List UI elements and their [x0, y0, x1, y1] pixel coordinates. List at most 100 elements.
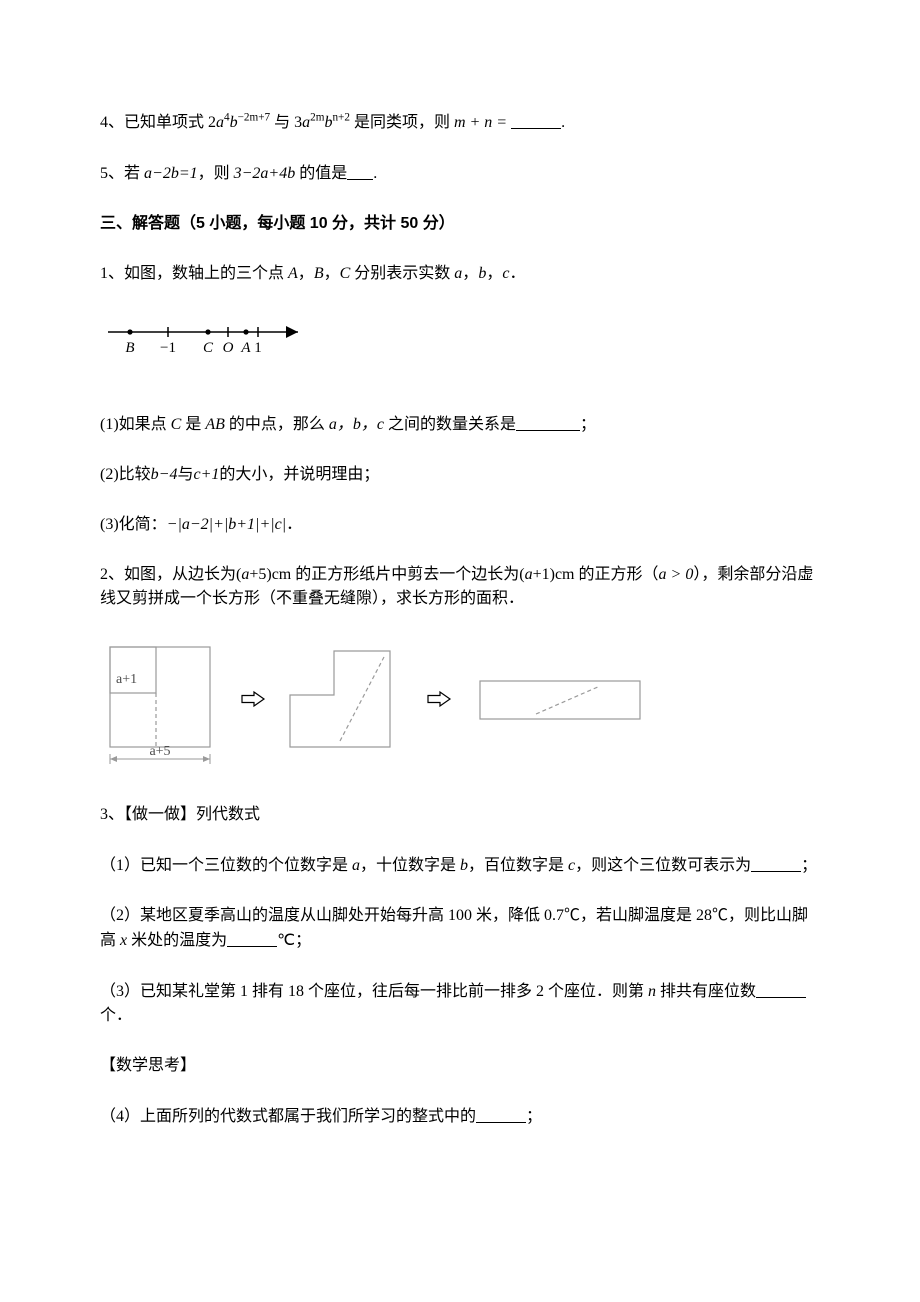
- problem-1-sub2: (2)比较b−4与c+1的大小，并说明理由；: [100, 463, 820, 487]
- question-5: 5、若 a−2b=1，则 3−2a+4b 的值是.: [100, 161, 820, 186]
- p3s1-m1: ，十位数字是: [360, 857, 460, 874]
- p1s3-tail: ．: [286, 516, 302, 533]
- p1s2-e1: b−4: [151, 466, 178, 483]
- p1-m4: ，: [462, 265, 478, 282]
- problem-1-sub1: (1)如果点 C 是 AB 的中点，那么 a，b，c 之间的数量关系是；: [100, 412, 820, 437]
- q4-tail: .: [561, 114, 565, 131]
- p3s3-n: n: [648, 983, 656, 1000]
- q5-after: 的值是: [295, 165, 347, 182]
- problem-3-sub4: （4）上面所列的代数式都属于我们所学习的整式中的 ；: [100, 1104, 820, 1129]
- q5-expr2: 3−2a+4b: [234, 165, 296, 182]
- svg-text:1: 1: [254, 340, 262, 356]
- p2-prefix: 2、如图，从边长为: [100, 566, 236, 583]
- number-line-svg: −1 O 1 B C A: [100, 312, 310, 372]
- p1-m2: ，: [324, 265, 340, 282]
- q5-blank: [347, 163, 373, 180]
- q4-t1-b-exp: −2m+7: [238, 112, 271, 124]
- p1-m3: 分别表示实数: [350, 265, 454, 282]
- q4-prefix: 4、已知单项式: [100, 114, 204, 131]
- p1-m1: ，: [298, 265, 314, 282]
- p3s4-blank: [476, 1106, 526, 1123]
- p1s2-prefix: (2)比较: [100, 466, 151, 483]
- p1s1-c: C: [171, 416, 182, 433]
- p2-l2a: a: [525, 566, 533, 583]
- p1s3-expr: −|a−2|+|b+1|+|c|: [167, 516, 286, 533]
- p2-l2r: +1): [533, 566, 555, 583]
- squares-svg: a+1 a+5: [100, 637, 660, 767]
- p3s2-after: 米处的温度为: [127, 932, 227, 949]
- q4-term2: 3a2mbn+2: [294, 114, 354, 131]
- p1-tail: ．: [509, 265, 525, 282]
- p3s3-blank: [756, 981, 806, 998]
- p1-A: A: [288, 265, 298, 282]
- problem-3-think: 【数学思考】: [100, 1054, 820, 1078]
- problem-2-stem: 2、如图，从边长为(a+5)cm 的正方形纸片中剪去一个边长为(a+1)cm 的…: [100, 563, 820, 611]
- problem-1-stem: 1、如图，数轴上的三个点 A，B，C 分别表示实数 a，b，c．: [100, 262, 820, 286]
- q5-tail: .: [373, 165, 377, 182]
- svg-text:a+5: a+5: [149, 744, 170, 759]
- p3s3-tail: 个．: [100, 1007, 132, 1024]
- svg-text:O: O: [223, 340, 234, 356]
- p1-prefix: 1、如图，数轴上的三个点: [100, 265, 288, 282]
- p1s1-prefix: (1)如果点: [100, 416, 171, 433]
- svg-text:B: B: [125, 340, 134, 356]
- problem-3-sub1: （1）已知一个三位数的个位数字是 a，十位数字是 b，百位数字是 c，则这个三位…: [100, 853, 820, 878]
- svg-text:A: A: [240, 340, 251, 356]
- p1s1-abc: a，b，c: [329, 416, 384, 433]
- p3s1-m2: ，百位数字是: [468, 857, 568, 874]
- p2-u1: cm: [272, 566, 292, 583]
- svg-text:C: C: [203, 340, 214, 356]
- problem-1-sub3: (3)化简：−|a−2|+|b+1|+|c|．: [100, 513, 820, 537]
- p1s1-m1: 是: [181, 416, 205, 433]
- p1-C: C: [340, 265, 351, 282]
- q4-t1-coef: 2: [208, 114, 216, 131]
- p3s1-a: a: [352, 857, 360, 874]
- problem-3-head: 3、【做一做】列代数式: [100, 803, 820, 827]
- p3s2-unit: ℃；: [277, 932, 311, 949]
- p3s3-prefix: （3）已知某礼堂第 1 排有 18 个座位，往后每一排比前一排多 2 个座位．则…: [100, 983, 648, 1000]
- q4-mid: 与: [274, 114, 290, 131]
- q5-mid: ，则: [198, 165, 234, 182]
- p1-m5: ，: [486, 265, 502, 282]
- p1s1-blank: [516, 414, 580, 431]
- question-4: 4、已知单项式 2a4b−2m+7 与 3a2mbn+2 是同类项，则 m + …: [100, 110, 820, 135]
- q4-mn-expr: m + n =: [454, 114, 507, 131]
- p3s3-after: 排共有座位数: [656, 983, 756, 1000]
- p2-m1: 的正方形纸片中剪去一个边长为: [291, 566, 519, 583]
- section-3-header: 三、解答题（5 小题，每小题 10 分，共计 50 分）: [100, 212, 820, 236]
- p3s1-b: b: [460, 857, 468, 874]
- p1s1-m2: 的中点，那么: [225, 416, 329, 433]
- p3s1-after: ，则这个三位数可表示为: [575, 857, 751, 874]
- q5-expr1: a−2b=1: [144, 165, 198, 182]
- q4-term1: 2a4b−2m+7: [208, 114, 274, 131]
- p1s1-after: 之间的数量关系是: [384, 416, 516, 433]
- svg-text:−1: −1: [160, 340, 176, 356]
- p2-cond: a > 0: [659, 566, 694, 583]
- q4-t2-b-exp: n+2: [332, 112, 350, 124]
- p3s2-blank: [227, 930, 277, 947]
- p2-l1r: +5): [249, 566, 271, 583]
- svg-text:a+1: a+1: [116, 672, 137, 687]
- p3s4-prefix: （4）上面所列的代数式都属于我们所学习的整式中的: [100, 1108, 476, 1125]
- q4-t1-a: a: [216, 114, 224, 131]
- p1s2-e2: c+1: [193, 466, 219, 483]
- p1s3-prefix: (3)化简：: [100, 516, 167, 533]
- q4-t2-coef: 3: [294, 114, 302, 131]
- problem-3-sub3: （3）已知某礼堂第 1 排有 18 个座位，往后每一排比前一排多 2 个座位．则…: [100, 979, 820, 1028]
- p1-B: B: [314, 265, 324, 282]
- p2-m2: 的正方形（: [575, 566, 659, 583]
- p3s1-tail: ；: [801, 857, 817, 874]
- number-line-figure: −1 O 1 B C A: [100, 312, 820, 372]
- p2-u2: cm: [555, 566, 575, 583]
- q4-blank: [511, 112, 561, 129]
- p1s1-tail: ；: [580, 416, 596, 433]
- squares-figure: a+1 a+5: [100, 637, 820, 767]
- p3s1-prefix: （1）已知一个三位数的个位数字是: [100, 857, 352, 874]
- p1s2-mid: 与: [177, 466, 193, 483]
- p3s1-blank: [751, 855, 801, 872]
- p1s2-after: 的大小，并说明理由；: [219, 466, 379, 483]
- q4-t2-a-exp: 2m: [310, 112, 324, 124]
- p3s4-tail: ；: [526, 1108, 542, 1125]
- q4-after: 是同类项，则: [354, 114, 450, 131]
- q4-t1-b: b: [230, 114, 238, 131]
